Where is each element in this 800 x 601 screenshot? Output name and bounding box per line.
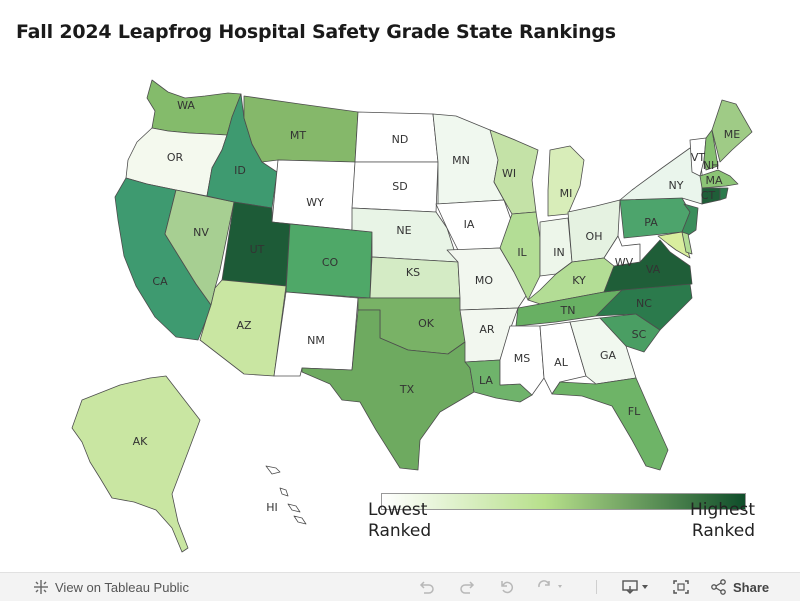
state-label-il: IL [517,246,527,259]
state-label-mi: MI [560,187,573,200]
state-mi[interactable] [547,145,585,217]
state-label-nv: NV [193,226,209,239]
state-label-ct: CT [701,189,716,202]
state-ri[interactable] [719,187,729,201]
state-label-al: AL [554,356,569,369]
state-label-sd: SD [392,180,407,193]
refresh-button[interactable] [536,573,566,601]
refresh-icon [536,579,566,595]
state-label-nm: NM [307,334,325,347]
legend-high-label: Highest Ranked [689,500,755,538]
state-label-ma: MA [705,174,722,187]
state-va[interactable] [603,239,693,293]
state-label-pa: PA [644,216,658,229]
color-legend: Lowest Ranked Highest Ranked [365,490,760,538]
undo-button[interactable] [418,573,436,601]
tableau-toolbar: View on Tableau Public Share [0,572,800,601]
state-label-wi: WI [502,167,516,180]
state-label-tn: TN [560,304,576,317]
share-icon [710,579,728,595]
state-il[interactable] [499,211,541,301]
state-label-fl: FL [628,405,641,418]
state-label-ne: NE [396,224,411,237]
state-label-nd: ND [392,133,409,146]
revert-icon [498,579,516,595]
state-label-vt: VT [691,151,706,164]
state-label-hi: HI [266,501,278,514]
state-hi[interactable] [265,465,307,525]
state-label-ny: NY [669,179,684,192]
state-label-mt: MT [290,129,306,142]
state-label-va: VA [646,263,661,276]
state-ak[interactable] [71,375,201,553]
state-label-mo: MO [475,274,493,287]
share-button[interactable]: Share [710,573,769,601]
state-label-ky: KY [572,274,586,287]
state-wy[interactable] [271,159,356,231]
chart-title: Fall 2024 Leapfrog Hospital Safety Grade… [16,21,616,43]
state-vt[interactable] [689,137,707,177]
state-label-wv: WV [615,256,634,269]
redo-icon [458,579,476,595]
state-label-ia: IA [464,218,475,231]
state-label-la: LA [479,374,493,387]
state-label-ms: MS [514,352,530,365]
state-label-nc: NC [636,297,652,310]
state-de[interactable] [681,231,693,255]
state-az[interactable] [199,279,287,377]
download-button[interactable] [621,573,651,601]
state-label-id: ID [234,164,246,177]
redo-button[interactable] [458,573,476,601]
state-label-ga: GA [600,349,617,362]
us-state-map: WA OR CA NV ID MT WY UT AZ CO NM ND SD NE KS OK TX MN IA MO… [71,79,753,553]
state-label-az: AZ [236,319,252,332]
toolbar-divider [596,580,597,594]
view-on-tableau-public-link[interactable]: View on Tableau Public [33,573,189,601]
legend-low-label: Lowest Ranked [368,500,432,538]
state-label-co: CO [322,256,339,269]
fullscreen-icon [672,579,690,595]
state-label-sc: SC [632,328,647,341]
undo-icon [418,579,436,595]
state-wv[interactable] [603,235,641,267]
state-label-wy: WY [306,196,324,209]
share-label: Share [733,579,770,595]
state-label-nh: NH [703,159,720,172]
revert-button[interactable] [498,573,516,601]
state-label-ak: AK [133,435,149,448]
state-tx[interactable] [301,309,475,471]
state-label-or: OR [167,151,184,164]
state-label-ks: KS [406,266,420,279]
state-label-ut: UT [250,243,265,256]
state-label-ca: CA [152,275,168,288]
state-label-me: ME [724,128,740,141]
state-label-in: IN [553,246,564,259]
state-label-ok: OK [418,317,435,330]
state-nh[interactable] [703,129,719,171]
state-label-oh: OH [586,230,603,243]
state-label-wa: WA [177,99,195,112]
state-label-tx: TX [399,383,415,396]
legend-gradient-bar [381,493,746,510]
state-fl[interactable] [551,377,669,471]
state-label-ar: AR [479,323,495,336]
fullscreen-button[interactable] [672,573,690,601]
state-me[interactable] [711,99,753,163]
view-on-tableau-public-label: View on Tableau Public [55,579,189,595]
tableau-logo-icon [33,579,49,595]
download-icon [621,579,651,595]
state-label-mn: MN [452,154,470,167]
